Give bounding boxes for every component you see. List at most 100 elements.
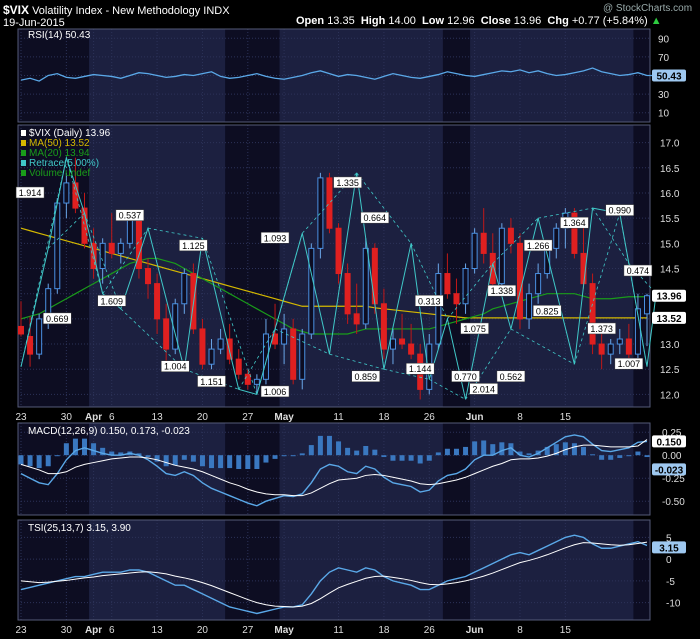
retrace-label: 1.914 — [19, 188, 42, 198]
tsi-shade-band — [470, 520, 634, 620]
macd-histogram-bar — [199, 455, 205, 467]
candle-body — [199, 328, 206, 365]
candle-body — [516, 242, 523, 320]
retrace-dashed-line — [274, 328, 330, 355]
candle-body — [535, 273, 542, 295]
candle-body — [208, 348, 215, 365]
macd-histogram-bar — [626, 455, 632, 457]
retrace-dashed-line — [592, 207, 630, 264]
macd-histogram-bar — [145, 455, 151, 458]
x-axis-label-bottom: Jun — [466, 625, 484, 636]
retrace-label: 1.609 — [100, 296, 123, 306]
candle-body — [399, 338, 406, 345]
retrace-label-bg — [623, 264, 653, 277]
retrace-label: 0.537 — [119, 211, 142, 221]
price-tick-label: 17.0 — [660, 139, 680, 150]
macd-histogram-bar — [190, 455, 196, 462]
retrace-label-bg — [614, 357, 644, 370]
retrace-label-bg — [179, 239, 208, 252]
retrace-label: 1.144 — [409, 364, 432, 374]
rsi-tick-label: 30 — [658, 90, 670, 101]
macd-histogram-bar — [27, 455, 33, 467]
macd-shade-band — [470, 423, 634, 515]
candle-body — [63, 182, 70, 204]
macd-histogram-bar — [254, 455, 260, 469]
retrace-label: 0.313 — [418, 296, 441, 306]
x-axis-label: 23 — [15, 412, 27, 423]
x-axis-label: 8 — [517, 412, 523, 423]
candle-body — [335, 227, 342, 275]
candle-body — [281, 328, 288, 345]
macd-histogram-bar — [453, 448, 459, 456]
candle-body — [181, 273, 188, 305]
x-axis-label-bottom: May — [274, 625, 294, 636]
retrace-label: 0.474 — [627, 266, 650, 276]
retrace-label-bg — [43, 312, 72, 325]
retrace-label: 1.093 — [264, 233, 287, 243]
retrace-label-bg — [587, 322, 616, 335]
price-last-close: 13.96 — [656, 292, 681, 303]
macd-histogram-bar — [390, 455, 396, 461]
retrace-label-bg — [15, 186, 45, 199]
high-value: 14.00 — [388, 15, 416, 27]
price-legend-item: MA(50) 13.52 — [29, 138, 90, 149]
macd-histogram-bar — [571, 443, 577, 456]
macd-histogram-bar — [517, 451, 523, 456]
candle-body — [317, 177, 324, 249]
legend-swatch — [21, 130, 26, 136]
candle-body — [371, 247, 378, 305]
symbol: $VIX — [3, 3, 30, 17]
macd-tick-label: -0.50 — [662, 497, 685, 508]
candle-body — [344, 273, 351, 315]
candle-body — [326, 177, 333, 229]
retrace-label-bg — [605, 204, 635, 216]
candle-body — [389, 338, 396, 350]
macd-histogram-bar — [181, 455, 187, 460]
candle-body — [598, 343, 605, 355]
macd-histogram-bar — [45, 455, 51, 467]
candle-body — [625, 338, 632, 355]
macd-shade-band — [279, 423, 443, 515]
triangle-up-icon: ▲ — [650, 15, 662, 27]
candle-body — [607, 343, 614, 355]
candle-body — [99, 242, 106, 270]
rsi-legend: RSI(14) 50.43 — [28, 30, 91, 41]
candle-body — [489, 252, 496, 285]
close-value: 13.96 — [513, 15, 542, 27]
ohlc-summary: Open 13.35 High 14.00 Low 12.96 Close 13… — [296, 15, 662, 27]
retrace-label-bg — [487, 284, 517, 297]
x-axis-label-bottom: 18 — [378, 625, 390, 636]
price-tick-label: 12.0 — [660, 390, 680, 401]
retrace-label: 1.373 — [590, 324, 613, 334]
retrace-dashed-line — [102, 228, 149, 294]
retrace-dashed-line — [383, 368, 430, 380]
retrace-dashed-line — [619, 213, 648, 367]
macd-histogram-bar — [345, 447, 351, 456]
macd-histogram-bar — [136, 453, 142, 456]
macd-histogram-bar — [490, 444, 496, 456]
legend-swatch — [21, 150, 26, 156]
retrace-dashed-line — [574, 213, 621, 365]
candle-body — [408, 343, 415, 355]
price-tick-label: 16.0 — [660, 189, 680, 200]
candle-body — [244, 373, 251, 385]
macd-histogram-bar — [290, 455, 296, 457]
retrace-label: 0.770 — [454, 372, 477, 382]
macd-histogram-bar — [36, 455, 42, 469]
candle-body — [380, 303, 387, 350]
candle-body — [262, 333, 269, 380]
macd-histogram-bar — [72, 438, 78, 456]
macd-histogram-bar — [553, 444, 559, 456]
retrace-label-bg — [560, 216, 589, 229]
macd-histogram-bar — [63, 443, 69, 456]
macd-histogram-bar — [109, 451, 115, 456]
candle-body — [453, 293, 460, 305]
candle-body — [644, 295, 650, 315]
candle-body — [507, 227, 514, 244]
macd-last-value: 0.150 — [656, 437, 681, 448]
candle-body — [36, 318, 43, 355]
retrace-label: 0.664 — [364, 213, 387, 223]
macd-histogram-bar — [82, 438, 88, 456]
x-axis-label-bottom: Apr — [85, 625, 102, 636]
retrace-label: 0.562 — [500, 372, 523, 382]
